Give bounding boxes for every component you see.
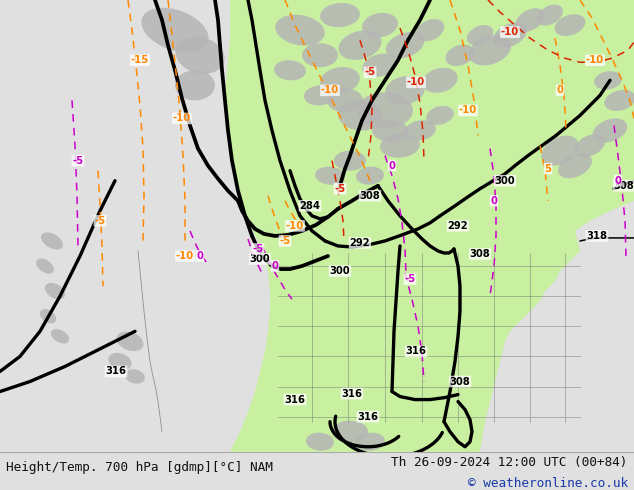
Ellipse shape: [541, 135, 578, 166]
Text: 0: 0: [557, 85, 564, 96]
Ellipse shape: [40, 309, 56, 323]
Text: 308: 308: [450, 376, 470, 387]
Text: -5: -5: [252, 244, 264, 254]
Ellipse shape: [108, 353, 132, 370]
Ellipse shape: [338, 100, 382, 130]
Ellipse shape: [404, 120, 436, 141]
Ellipse shape: [357, 92, 413, 128]
Text: 316: 316: [358, 412, 378, 421]
Text: 318: 318: [586, 231, 607, 241]
Text: 316: 316: [105, 367, 127, 376]
Text: -10: -10: [321, 85, 339, 96]
Ellipse shape: [117, 332, 143, 351]
Ellipse shape: [175, 70, 215, 100]
Ellipse shape: [555, 14, 585, 36]
Ellipse shape: [45, 283, 65, 299]
Ellipse shape: [302, 43, 338, 67]
Text: -5: -5: [72, 156, 84, 166]
Text: Th 26-09-2024 12:00 UTC (00+84): Th 26-09-2024 12:00 UTC (00+84): [391, 456, 628, 469]
Ellipse shape: [306, 433, 334, 451]
Text: 0: 0: [614, 176, 621, 186]
Ellipse shape: [41, 232, 63, 249]
Text: 0: 0: [197, 251, 204, 261]
Text: 284: 284: [299, 201, 321, 211]
Text: 300: 300: [250, 254, 270, 264]
Text: 316: 316: [285, 394, 306, 405]
Ellipse shape: [416, 19, 444, 41]
Text: -10: -10: [286, 221, 304, 231]
Text: -5: -5: [365, 67, 375, 77]
Ellipse shape: [493, 23, 527, 48]
Ellipse shape: [362, 13, 398, 37]
Ellipse shape: [575, 134, 605, 157]
Ellipse shape: [176, 37, 224, 74]
Polygon shape: [225, 0, 634, 452]
Text: 308: 308: [359, 191, 380, 201]
Text: 5: 5: [545, 164, 552, 173]
Text: 292: 292: [448, 221, 469, 231]
Ellipse shape: [604, 90, 634, 111]
Ellipse shape: [537, 4, 563, 25]
Text: 308: 308: [614, 181, 634, 191]
Text: -10: -10: [586, 55, 604, 65]
Text: -5: -5: [280, 236, 290, 246]
Ellipse shape: [385, 32, 424, 58]
Ellipse shape: [515, 8, 545, 32]
Ellipse shape: [36, 258, 54, 273]
Text: 308: 308: [470, 249, 490, 259]
Ellipse shape: [141, 8, 209, 52]
Text: 316: 316: [342, 389, 363, 398]
Text: -5: -5: [404, 274, 415, 284]
Text: -5: -5: [94, 216, 106, 226]
Text: 300: 300: [495, 176, 515, 186]
Text: -10: -10: [173, 114, 191, 123]
Text: Height/Temp. 700 hPa [gdmp][°C] NAM: Height/Temp. 700 hPa [gdmp][°C] NAM: [6, 461, 273, 473]
Ellipse shape: [320, 67, 360, 94]
Text: 0: 0: [491, 196, 498, 206]
Text: -5: -5: [335, 184, 346, 194]
Ellipse shape: [274, 60, 306, 80]
Ellipse shape: [558, 153, 592, 178]
Ellipse shape: [315, 167, 345, 185]
Ellipse shape: [332, 420, 368, 443]
Text: -15: -15: [131, 55, 149, 65]
Ellipse shape: [426, 106, 454, 125]
Ellipse shape: [339, 30, 382, 60]
Polygon shape: [490, 0, 634, 55]
Ellipse shape: [594, 71, 622, 90]
Text: 0: 0: [389, 161, 396, 171]
Ellipse shape: [304, 85, 336, 105]
Ellipse shape: [422, 68, 458, 93]
Text: -10: -10: [176, 251, 194, 261]
Text: 316: 316: [406, 346, 427, 356]
Ellipse shape: [363, 53, 398, 77]
Text: -10: -10: [407, 77, 425, 87]
Ellipse shape: [327, 88, 363, 112]
Ellipse shape: [334, 150, 366, 171]
Ellipse shape: [380, 133, 420, 158]
Ellipse shape: [467, 25, 493, 45]
Ellipse shape: [593, 119, 627, 143]
Text: -10: -10: [459, 105, 477, 116]
Text: 0: 0: [271, 261, 278, 271]
Ellipse shape: [446, 45, 474, 66]
Text: © weatheronline.co.uk: © weatheronline.co.uk: [467, 477, 628, 490]
Ellipse shape: [356, 167, 384, 185]
Ellipse shape: [320, 3, 360, 27]
Ellipse shape: [125, 369, 145, 384]
Ellipse shape: [51, 329, 69, 343]
Ellipse shape: [372, 120, 408, 142]
Ellipse shape: [385, 76, 425, 105]
Ellipse shape: [355, 433, 385, 451]
Text: 292: 292: [350, 238, 370, 248]
Ellipse shape: [275, 15, 325, 46]
Text: 300: 300: [330, 266, 351, 276]
Ellipse shape: [469, 35, 511, 65]
Text: -10: -10: [501, 27, 519, 37]
